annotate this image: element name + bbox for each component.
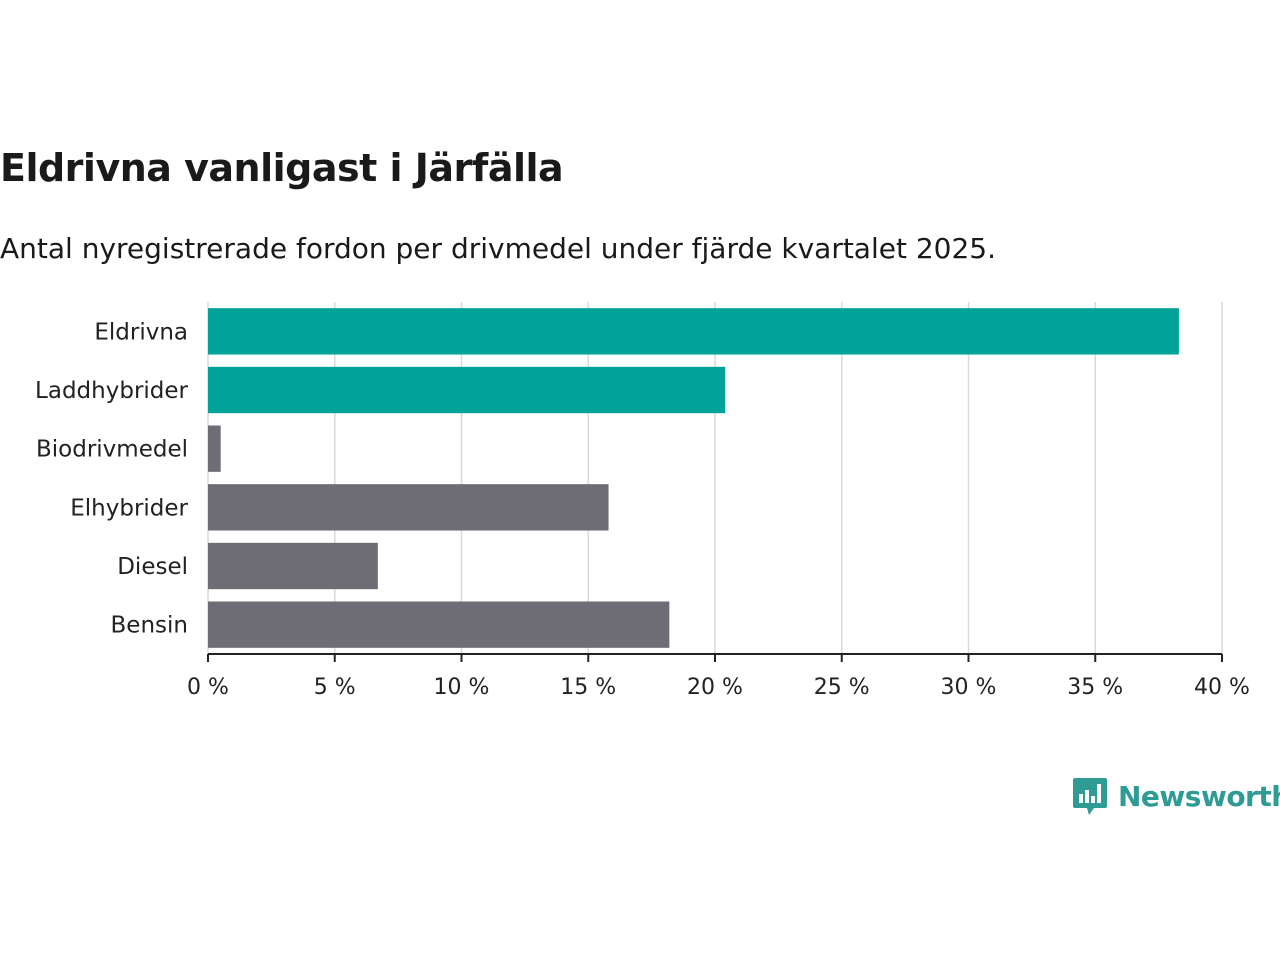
x-tick-label: 25 % (814, 675, 870, 700)
category-label: Bensin (111, 613, 188, 639)
newsworthy-logo: Newsworthy (1072, 776, 1280, 816)
x-tick-label: 10 % (434, 675, 490, 700)
bar-bensin (208, 601, 670, 648)
category-label: Diesel (117, 554, 188, 580)
newsworthy-chart-bubble-icon (1073, 778, 1107, 815)
x-tick-label: 35 % (1067, 675, 1123, 700)
category-label: Biodrivmedel (36, 437, 188, 463)
bar-eldrivna (208, 308, 1179, 355)
x-tick-label: 20 % (687, 675, 743, 700)
bar-diesel (208, 542, 378, 590)
category-labels: Eldrivna Laddhybrider Biodrivmedel Elhybrid… (35, 319, 188, 638)
brand-name: Newsworthy (1118, 779, 1280, 813)
x-tick-label: 15 % (560, 675, 616, 700)
grid-lines (207, 302, 1223, 654)
x-axis: 0 % 5 % 10 % 15 % 20 % 25 % 30 % 35 % 40 % (187, 653, 1250, 700)
chart-subtitle: Antal nyregistrerade fordon per drivmede… (0, 232, 997, 265)
x-tick-label: 5 % (314, 675, 356, 700)
chart-title: Eldrivna vanligast i Järfälla (0, 146, 564, 190)
category-label: Eldrivna (94, 319, 188, 345)
x-tick-label: 30 % (941, 675, 997, 700)
bar-chart: 0 % 5 % 10 % 15 % 20 % 25 % 30 % 35 % 40 % Eldri… (35, 302, 1250, 700)
bar-elhybrider (208, 484, 609, 531)
category-label: Elhybrider (70, 495, 188, 521)
category-label: Laddhybrider (35, 378, 188, 404)
bars (208, 308, 1179, 648)
bar-biodrivmedel (208, 425, 221, 472)
x-tick-label: 40 % (1194, 675, 1250, 700)
x-tick-label: 0 % (187, 675, 229, 700)
bar-laddhybrider (208, 366, 726, 414)
